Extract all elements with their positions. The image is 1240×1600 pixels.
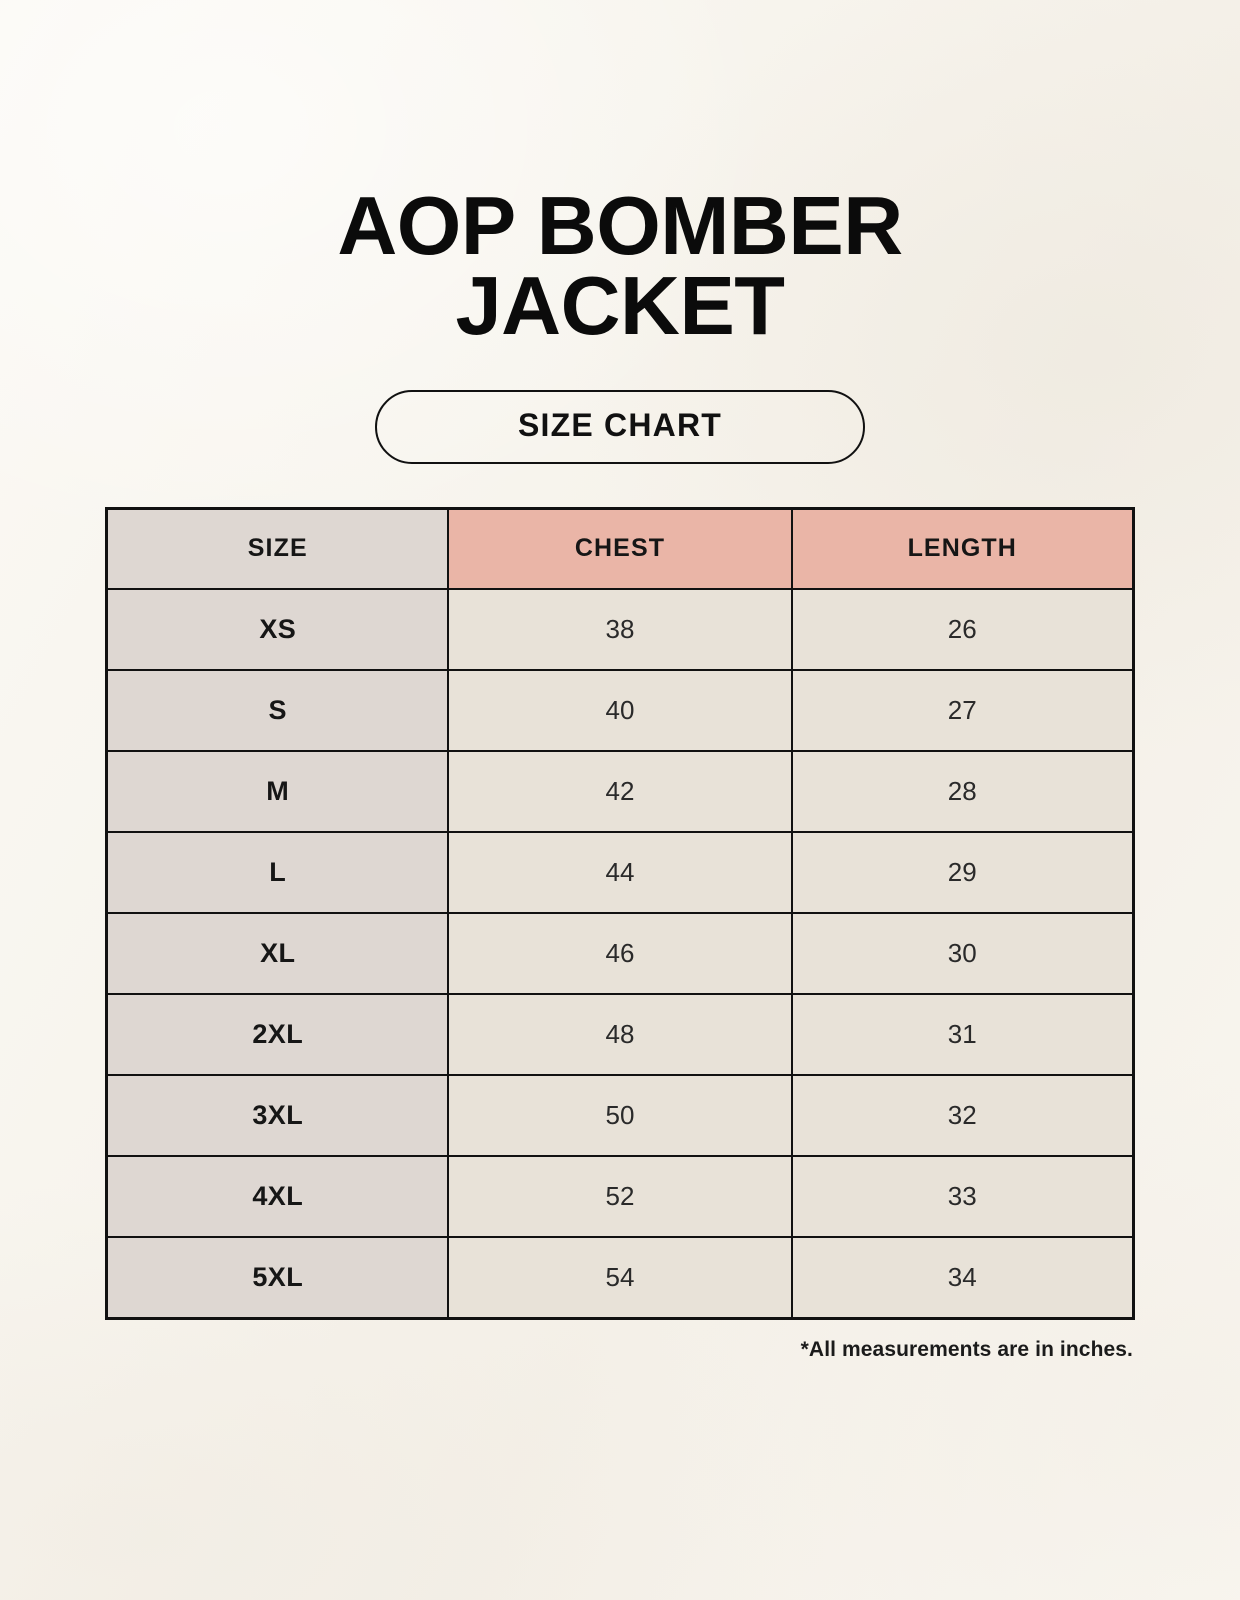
cell-chest: 40	[447, 669, 793, 753]
measurement-units-footnote: *All measurements are in inches.	[800, 1337, 1133, 1361]
title-block: AOP BOMBER JACKET	[0, 0, 1240, 352]
cell-size: XS	[105, 588, 450, 672]
table-row: 5XL 54 34	[105, 1236, 1135, 1320]
badge-container: SIZE CHART	[0, 390, 1240, 464]
table-row: 3XL 50 32	[105, 1074, 1135, 1158]
cell-chest: 52	[447, 1155, 793, 1239]
cell-length: 27	[790, 669, 1135, 753]
cell-size: XL	[105, 912, 450, 996]
table-row: L 44 29	[105, 831, 1135, 915]
table-row: 2XL 48 31	[105, 993, 1135, 1077]
size-table-container: SIZE CHEST LENGTH XS 38 26 S 40 27 M	[105, 506, 1135, 1320]
table-row: XS 38 26	[105, 588, 1135, 672]
cell-chest: 48	[447, 993, 793, 1077]
size-chart-badge: SIZE CHART	[375, 390, 865, 464]
cell-length: 33	[790, 1155, 1135, 1239]
cell-chest: 54	[447, 1236, 793, 1320]
table-row: XL 46 30	[105, 912, 1135, 996]
table-row: M 42 28	[105, 750, 1135, 834]
cell-length: 26	[790, 588, 1135, 672]
column-header-chest: CHEST	[447, 507, 793, 591]
cell-length: 29	[790, 831, 1135, 915]
cell-size: 3XL	[105, 1074, 450, 1158]
cell-length: 34	[790, 1236, 1135, 1320]
cell-size: 4XL	[105, 1155, 450, 1239]
column-header-size: SIZE	[105, 507, 450, 591]
cell-size: L	[105, 831, 450, 915]
cell-chest: 44	[447, 831, 793, 915]
column-header-length: LENGTH	[790, 507, 1135, 591]
table-header-row: SIZE CHEST LENGTH	[105, 507, 1135, 591]
cell-length: 28	[790, 750, 1135, 834]
table-header: SIZE CHEST LENGTH	[105, 507, 1135, 591]
table-row: S 40 27	[105, 669, 1135, 753]
cell-length: 31	[790, 993, 1135, 1077]
table-row: 4XL 52 33	[105, 1155, 1135, 1239]
cell-chest: 38	[447, 588, 793, 672]
cell-chest: 50	[447, 1074, 793, 1158]
page-title: AOP BOMBER JACKET	[337, 179, 903, 352]
cell-length: 30	[790, 912, 1135, 996]
cell-length: 32	[790, 1074, 1135, 1158]
cell-chest: 46	[447, 912, 793, 996]
cell-size: 2XL	[105, 993, 450, 1077]
cell-size: S	[105, 669, 450, 753]
table-body: XS 38 26 S 40 27 M 42 28 L 44 29	[105, 588, 1135, 1320]
cell-size: 5XL	[105, 1236, 450, 1320]
cell-chest: 42	[447, 750, 793, 834]
cell-size: M	[105, 750, 450, 834]
size-table: SIZE CHEST LENGTH XS 38 26 S 40 27 M	[105, 506, 1135, 1320]
